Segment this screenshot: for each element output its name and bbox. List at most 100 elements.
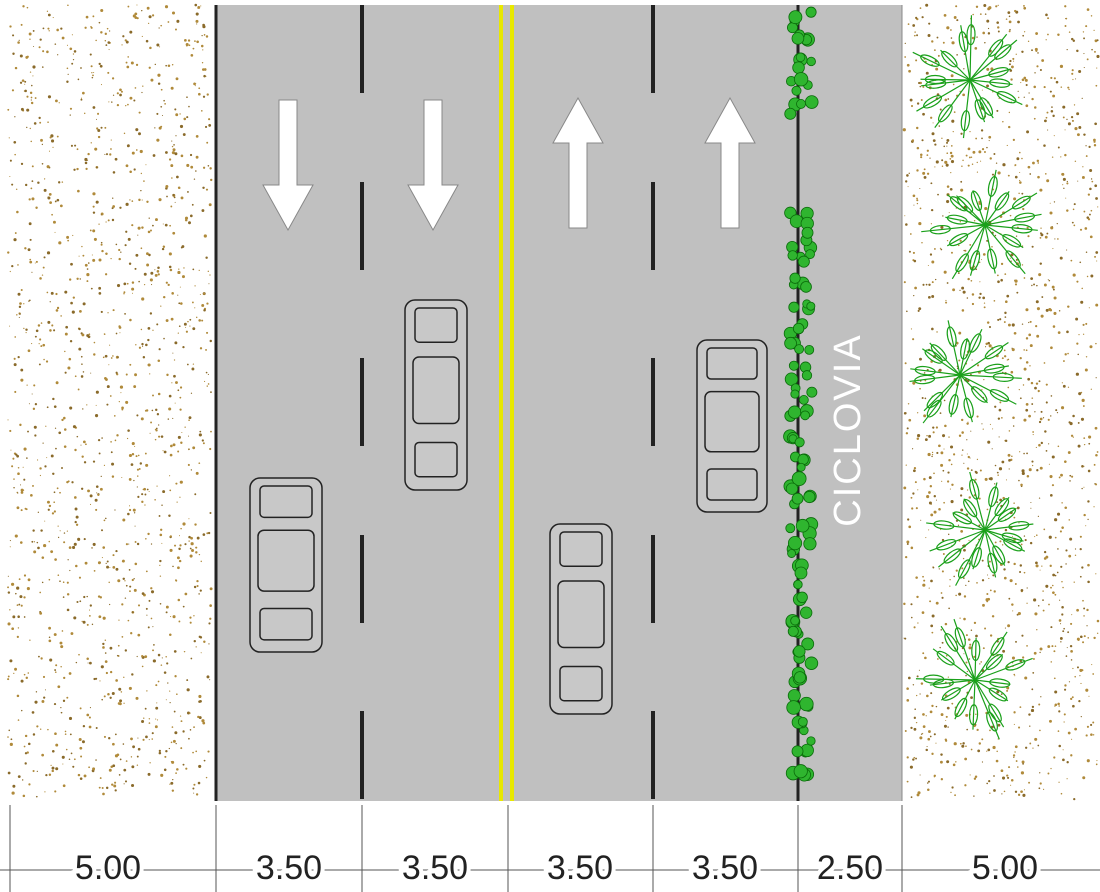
speckle [186,116,188,118]
speckle [917,437,919,439]
speckle [120,392,121,393]
speckle [1081,288,1083,290]
speckle [922,652,924,654]
speckle [1071,476,1073,478]
speckle [985,478,988,481]
speckle [144,655,147,658]
speckle [1018,91,1019,92]
bush-leaf [801,411,810,420]
speckle [1001,693,1003,695]
speckle [197,6,200,9]
speckle [1037,176,1040,179]
speckle [107,41,110,44]
speckle [1057,412,1058,413]
speckle [929,588,930,589]
speckle [27,431,29,433]
speckle [1096,260,1097,261]
speckle [62,756,65,759]
speckle [47,165,50,168]
speckle [83,725,85,727]
speckle [1095,85,1097,87]
speckle [1060,566,1062,568]
speckle [71,481,73,483]
speckle [27,587,30,590]
speckle [1034,652,1037,655]
speckle [908,526,911,529]
speckle [92,192,95,195]
speckle [198,782,201,785]
speckle [84,27,86,29]
speckle [191,469,192,470]
speckle [1066,761,1068,763]
speckle [141,247,143,249]
car [250,478,322,652]
speckle [961,454,962,455]
speckle [906,310,908,312]
speckle [17,615,20,618]
speckle [903,128,906,131]
speckle [20,379,23,382]
speckle [1054,690,1057,693]
speckle [81,333,84,336]
speckle [913,205,914,206]
speckle [1079,675,1080,676]
speckle [29,299,31,301]
speckle [942,215,943,216]
speckle [177,556,180,559]
speckle [160,534,163,537]
speckle [1013,563,1015,565]
speckle [154,127,155,128]
bush-leaf [795,567,807,579]
speckle [115,440,117,442]
speckle [130,738,133,741]
speckle [156,113,158,115]
car-roof [413,357,459,424]
speckle [1061,526,1064,529]
speckle [178,187,181,190]
speckle [179,113,180,114]
speckle [133,99,135,101]
speckle [1086,625,1087,626]
speckle [115,550,117,552]
speckle [169,748,170,749]
speckle [34,426,37,429]
speckle [1064,713,1066,715]
speckle [918,310,920,312]
speckle [141,343,143,345]
speckle [1034,738,1037,741]
speckle [1039,730,1041,732]
speckle [1030,542,1032,544]
speckle [135,526,136,527]
speckle [1066,209,1068,211]
speckle [63,541,65,543]
speckle [1083,133,1085,135]
speckle [914,31,915,32]
speckle [188,221,191,224]
speckle [931,705,933,707]
speckle [1059,476,1061,478]
speckle [959,240,961,242]
speckle [1004,349,1006,351]
speckle [990,589,992,591]
speckle [928,730,931,733]
speckle [185,768,187,770]
speckle [1001,263,1003,265]
speckle [1094,184,1097,187]
speckle [186,331,188,333]
speckle [1034,411,1035,412]
speckle [1082,776,1085,779]
speckle [906,174,909,177]
speckle [1024,97,1025,98]
speckle [947,480,949,482]
speckle [190,166,193,169]
speckle [1080,683,1081,684]
speckle [1055,537,1057,539]
speckle [31,272,32,273]
speckle [1065,198,1066,199]
speckle [137,17,139,19]
speckle [951,252,953,254]
speckle [1087,637,1089,639]
speckle [1076,609,1079,612]
speckle [129,505,130,506]
speckle [907,756,909,758]
